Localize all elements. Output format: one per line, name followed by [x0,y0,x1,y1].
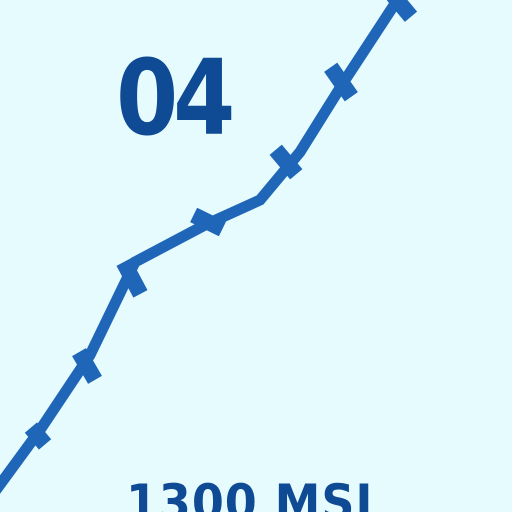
route-identifier-label: 04 [116,37,235,159]
route-tick [386,0,418,22]
route-tick [190,207,226,237]
altitude-label: 1300 MSL [126,474,386,512]
route-tick [324,62,358,102]
route-ticks [24,0,418,450]
route-tick [116,258,148,298]
route-line [0,0,418,494]
route-tick [24,422,52,450]
route-tick [269,144,303,180]
route-tick [72,348,102,384]
